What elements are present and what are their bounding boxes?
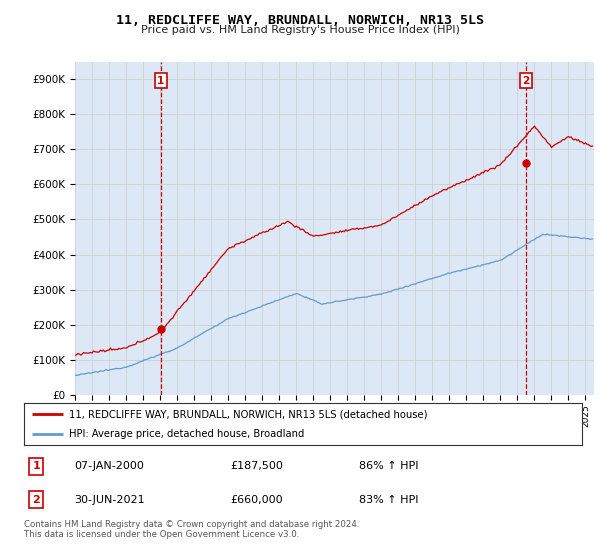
- Text: 86% ↑ HPI: 86% ↑ HPI: [359, 461, 418, 472]
- Text: 07-JAN-2000: 07-JAN-2000: [74, 461, 144, 472]
- Text: 1: 1: [32, 461, 40, 472]
- Text: 1: 1: [157, 76, 164, 86]
- Text: Price paid vs. HM Land Registry's House Price Index (HPI): Price paid vs. HM Land Registry's House …: [140, 25, 460, 35]
- Text: 2: 2: [32, 494, 40, 505]
- Text: £660,000: £660,000: [230, 494, 283, 505]
- Text: Contains HM Land Registry data © Crown copyright and database right 2024.
This d: Contains HM Land Registry data © Crown c…: [24, 520, 359, 539]
- Text: 83% ↑ HPI: 83% ↑ HPI: [359, 494, 418, 505]
- Text: HPI: Average price, detached house, Broadland: HPI: Average price, detached house, Broa…: [68, 430, 304, 439]
- Text: 11, REDCLIFFE WAY, BRUNDALL, NORWICH, NR13 5LS: 11, REDCLIFFE WAY, BRUNDALL, NORWICH, NR…: [116, 14, 484, 27]
- Text: 2: 2: [523, 76, 530, 86]
- Text: 30-JUN-2021: 30-JUN-2021: [74, 494, 145, 505]
- Text: 11, REDCLIFFE WAY, BRUNDALL, NORWICH, NR13 5LS (detached house): 11, REDCLIFFE WAY, BRUNDALL, NORWICH, NR…: [68, 409, 427, 419]
- Text: £187,500: £187,500: [230, 461, 283, 472]
